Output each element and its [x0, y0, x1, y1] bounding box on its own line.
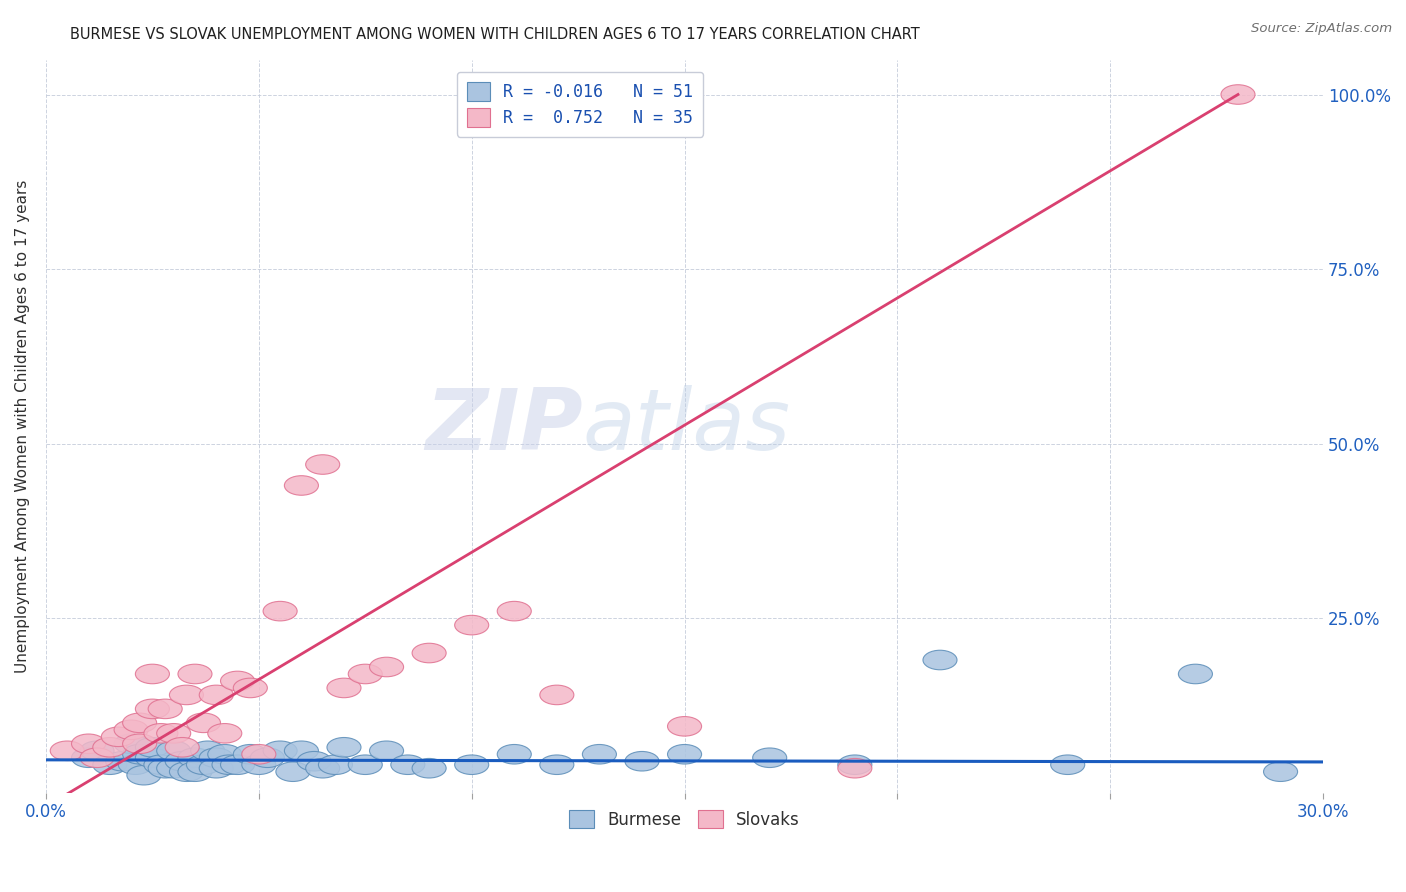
- Text: atlas: atlas: [582, 384, 790, 467]
- Ellipse shape: [148, 699, 183, 719]
- Ellipse shape: [122, 745, 156, 764]
- Ellipse shape: [200, 758, 233, 778]
- Ellipse shape: [668, 745, 702, 764]
- Ellipse shape: [127, 765, 160, 785]
- Ellipse shape: [156, 758, 191, 778]
- Ellipse shape: [349, 665, 382, 684]
- Ellipse shape: [540, 755, 574, 774]
- Ellipse shape: [242, 755, 276, 774]
- Ellipse shape: [221, 671, 254, 690]
- Ellipse shape: [200, 685, 233, 705]
- Ellipse shape: [838, 758, 872, 778]
- Ellipse shape: [156, 741, 191, 761]
- Ellipse shape: [284, 475, 318, 495]
- Ellipse shape: [498, 745, 531, 764]
- Ellipse shape: [1264, 762, 1298, 781]
- Ellipse shape: [263, 601, 297, 621]
- Ellipse shape: [370, 741, 404, 761]
- Ellipse shape: [93, 738, 127, 757]
- Ellipse shape: [668, 716, 702, 736]
- Ellipse shape: [391, 755, 425, 774]
- Ellipse shape: [148, 758, 183, 778]
- Ellipse shape: [284, 741, 318, 761]
- Text: BURMESE VS SLOVAK UNEMPLOYMENT AMONG WOMEN WITH CHILDREN AGES 6 TO 17 YEARS CORR: BURMESE VS SLOVAK UNEMPLOYMENT AMONG WOM…: [70, 27, 920, 42]
- Ellipse shape: [328, 678, 361, 698]
- Ellipse shape: [250, 748, 284, 767]
- Ellipse shape: [582, 745, 616, 764]
- Ellipse shape: [187, 713, 221, 732]
- Ellipse shape: [179, 762, 212, 781]
- Ellipse shape: [143, 723, 179, 743]
- Ellipse shape: [305, 758, 340, 778]
- Ellipse shape: [143, 755, 179, 774]
- Ellipse shape: [305, 455, 340, 475]
- Ellipse shape: [454, 755, 489, 774]
- Ellipse shape: [122, 713, 156, 732]
- Ellipse shape: [156, 723, 191, 743]
- Ellipse shape: [1178, 665, 1212, 684]
- Ellipse shape: [179, 665, 212, 684]
- Ellipse shape: [242, 745, 276, 764]
- Ellipse shape: [72, 748, 105, 767]
- Ellipse shape: [135, 748, 170, 767]
- Ellipse shape: [93, 755, 127, 774]
- Ellipse shape: [752, 748, 787, 767]
- Ellipse shape: [191, 741, 225, 761]
- Ellipse shape: [540, 685, 574, 705]
- Ellipse shape: [187, 755, 221, 774]
- Ellipse shape: [72, 734, 105, 754]
- Ellipse shape: [208, 723, 242, 743]
- Ellipse shape: [80, 748, 114, 767]
- Ellipse shape: [221, 755, 254, 774]
- Ellipse shape: [297, 751, 332, 771]
- Ellipse shape: [233, 745, 267, 764]
- Ellipse shape: [122, 734, 156, 754]
- Ellipse shape: [412, 643, 446, 663]
- Ellipse shape: [328, 738, 361, 757]
- Ellipse shape: [135, 665, 170, 684]
- Ellipse shape: [318, 755, 353, 774]
- Ellipse shape: [114, 734, 148, 754]
- Ellipse shape: [1050, 755, 1085, 774]
- Ellipse shape: [135, 738, 170, 757]
- Ellipse shape: [170, 762, 204, 781]
- Ellipse shape: [80, 741, 114, 761]
- Ellipse shape: [263, 741, 297, 761]
- Ellipse shape: [101, 727, 135, 747]
- Ellipse shape: [200, 748, 233, 767]
- Ellipse shape: [179, 748, 212, 767]
- Ellipse shape: [276, 762, 309, 781]
- Ellipse shape: [170, 685, 204, 705]
- Ellipse shape: [624, 751, 659, 771]
- Ellipse shape: [498, 601, 531, 621]
- Legend: Burmese, Slovaks: Burmese, Slovaks: [562, 804, 807, 836]
- Ellipse shape: [51, 741, 84, 761]
- Ellipse shape: [165, 751, 200, 771]
- Ellipse shape: [233, 678, 267, 698]
- Ellipse shape: [838, 755, 872, 774]
- Ellipse shape: [135, 699, 170, 719]
- Ellipse shape: [349, 755, 382, 774]
- Ellipse shape: [165, 738, 200, 757]
- Ellipse shape: [1220, 85, 1256, 104]
- Ellipse shape: [412, 758, 446, 778]
- Ellipse shape: [922, 650, 957, 670]
- Ellipse shape: [114, 720, 148, 739]
- Ellipse shape: [454, 615, 489, 635]
- Ellipse shape: [118, 755, 152, 774]
- Ellipse shape: [370, 657, 404, 677]
- Text: ZIP: ZIP: [425, 384, 582, 467]
- Text: Source: ZipAtlas.com: Source: ZipAtlas.com: [1251, 22, 1392, 36]
- Ellipse shape: [208, 745, 242, 764]
- Y-axis label: Unemployment Among Women with Children Ages 6 to 17 years: Unemployment Among Women with Children A…: [15, 179, 30, 673]
- Ellipse shape: [105, 751, 139, 771]
- Ellipse shape: [212, 755, 246, 774]
